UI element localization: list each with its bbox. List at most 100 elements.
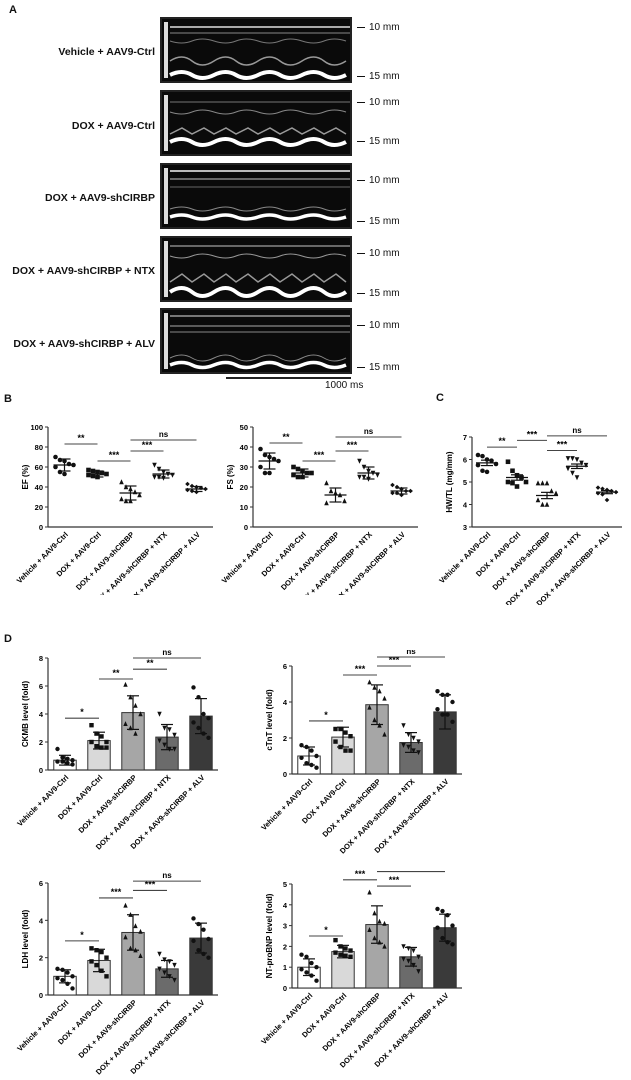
data-point xyxy=(411,735,416,741)
data-point xyxy=(65,756,70,761)
data-point xyxy=(540,501,545,507)
y-tick-label: 40 xyxy=(240,443,248,452)
data-point xyxy=(172,732,177,738)
data-point xyxy=(185,487,190,493)
data-point xyxy=(70,986,75,991)
significance-label: *** xyxy=(355,664,366,674)
significance-label: * xyxy=(80,930,84,940)
data-point xyxy=(337,492,343,498)
data-point xyxy=(258,464,263,470)
data-point xyxy=(450,942,455,947)
depth-marker: 10 mm xyxy=(357,97,400,108)
data-point xyxy=(99,949,104,955)
data-point xyxy=(484,457,490,462)
data-point xyxy=(53,464,58,470)
data-point xyxy=(156,474,162,480)
data-point xyxy=(450,923,455,928)
data-point xyxy=(119,479,124,485)
y-tick-label: 0 xyxy=(244,523,248,532)
data-point xyxy=(553,490,559,496)
data-point xyxy=(161,475,166,481)
echo-image xyxy=(160,236,352,302)
data-point xyxy=(94,744,99,749)
data-point xyxy=(201,927,206,932)
series xyxy=(297,679,457,775)
data-point xyxy=(119,496,124,502)
data-point xyxy=(357,458,362,464)
y-tick-label: 10 xyxy=(240,503,248,512)
data-point xyxy=(99,470,105,476)
data-point xyxy=(595,485,601,490)
data-point xyxy=(291,464,296,470)
data-point xyxy=(401,723,406,729)
data-point xyxy=(206,936,211,942)
data-point xyxy=(89,723,94,728)
data-point xyxy=(99,968,104,973)
data-point xyxy=(55,746,60,752)
echo-row-label: DOX + AAV9-shCIRBP + ALV xyxy=(13,338,155,350)
data-point xyxy=(382,695,387,701)
data-point xyxy=(367,927,372,932)
y-tick-label: 6 xyxy=(283,662,287,671)
data-point xyxy=(343,730,348,735)
x-tick-label: DOX + AAV9-shCIRBP + ALV xyxy=(373,991,451,1069)
data-point xyxy=(493,461,499,467)
data-point xyxy=(304,761,309,766)
data-point xyxy=(570,470,575,476)
data-point xyxy=(132,489,138,495)
depth-marker: 10 mm xyxy=(357,22,400,33)
data-point xyxy=(544,501,550,507)
y-tick-label: 4 xyxy=(283,698,288,707)
data-point xyxy=(570,456,575,462)
data-point xyxy=(165,471,171,477)
data-point xyxy=(333,937,338,943)
y-tick-label: 80 xyxy=(35,443,43,452)
data-point xyxy=(104,745,109,750)
data-point xyxy=(70,758,75,763)
data-point xyxy=(343,946,348,951)
data-point xyxy=(262,470,268,476)
y-tick-label: 40 xyxy=(35,483,43,492)
data-point xyxy=(201,951,206,957)
data-point xyxy=(324,480,329,486)
x-tick-label: DOX + AAV9-shCIRBP xyxy=(76,998,138,1060)
data-point xyxy=(300,468,305,474)
data-point xyxy=(161,469,166,475)
data-point xyxy=(377,939,382,945)
x-tick-label: DOX + AAV9-shCIRBP xyxy=(74,530,136,592)
significance-label: ** xyxy=(498,436,506,446)
data-point xyxy=(367,679,372,685)
y-tick-label: 2 xyxy=(39,954,43,963)
y-tick-label: 4 xyxy=(463,501,468,510)
y-tick-label: 2 xyxy=(39,738,43,747)
data-point xyxy=(189,483,195,489)
data-point xyxy=(382,731,387,737)
data-point xyxy=(167,746,172,752)
data-point xyxy=(475,462,481,468)
data-point xyxy=(399,486,404,492)
data-point xyxy=(324,500,329,506)
data-point xyxy=(361,464,367,470)
data-point xyxy=(138,928,143,934)
data-point xyxy=(196,695,201,700)
data-point xyxy=(55,759,60,764)
data-point xyxy=(361,474,367,480)
data-point xyxy=(99,745,104,750)
data-point xyxy=(104,471,109,477)
mmode-trace xyxy=(164,22,350,80)
data-point xyxy=(267,470,272,476)
data-point xyxy=(267,454,272,460)
significance-label: ns xyxy=(159,430,169,439)
significance-label: *** xyxy=(527,429,538,439)
y-tick-label: 6 xyxy=(39,879,43,888)
data-point xyxy=(411,962,416,968)
data-point xyxy=(343,748,348,753)
significance-label: ns xyxy=(162,871,172,880)
significance-label: ** xyxy=(146,658,154,668)
significance-label: ns xyxy=(364,427,374,436)
mmode-trace xyxy=(164,95,350,151)
data-point xyxy=(377,918,382,924)
data-point xyxy=(128,498,133,504)
